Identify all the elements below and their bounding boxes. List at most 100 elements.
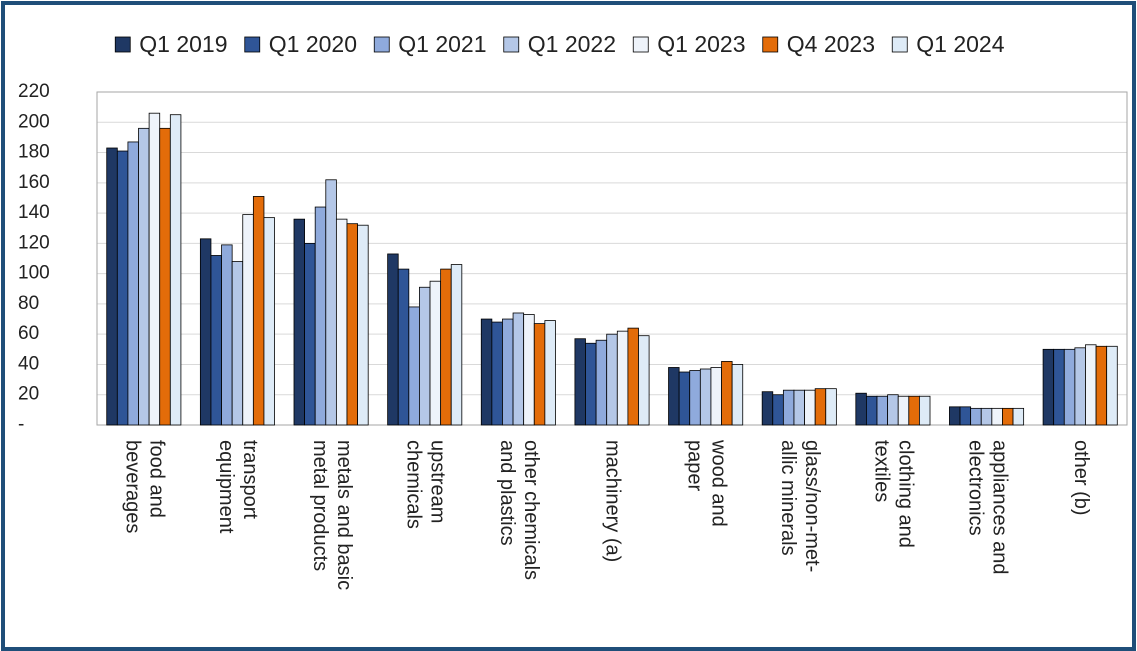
x-tick-label-line: metals and basic (333, 440, 355, 590)
legend-label: Q1 2019 (139, 31, 227, 57)
legend-label: Q1 2020 (269, 31, 357, 57)
bar (772, 394, 784, 426)
y-tick-label: 60 (18, 323, 39, 344)
bar (761, 391, 774, 426)
bar (221, 244, 233, 426)
bar (876, 395, 889, 426)
x-tick-label-line: wood and (707, 439, 729, 527)
bar (1053, 348, 1065, 426)
legend-swatch (373, 36, 390, 53)
legend-swatch (244, 36, 261, 53)
x-tick-label-line: glass/non-met- (801, 440, 823, 572)
bar (252, 196, 265, 426)
x-tick-label-line: allic minerals (777, 440, 799, 556)
y-tick-label: 40 (18, 353, 39, 374)
bar (1012, 407, 1025, 426)
x-tick-label-line: clothing and (895, 440, 917, 548)
y-tick-label: 100 (18, 263, 50, 284)
bar (169, 114, 182, 426)
y-tick-label: 180 (18, 142, 50, 163)
x-tick-label-line: equipment (215, 440, 237, 534)
x-tick-label-line: chemicals (402, 440, 424, 529)
bar (502, 318, 514, 426)
x-tick-label-line: other (b) (1070, 440, 1092, 516)
bar (533, 323, 546, 426)
bar (263, 217, 275, 426)
bar (991, 407, 1003, 426)
bar (855, 392, 867, 426)
bar (314, 206, 327, 426)
bar (512, 312, 525, 426)
y-tick-label: 140 (18, 202, 50, 223)
legend-swatch (891, 36, 908, 53)
x-tick-label-line: beverages (122, 440, 144, 533)
bar (325, 179, 337, 426)
bar (231, 261, 244, 426)
bar (397, 268, 410, 426)
bar (357, 224, 369, 426)
bar (825, 388, 837, 426)
bar (127, 141, 139, 426)
x-tick-label-line: upstream (426, 440, 448, 523)
y-tick-label: - (18, 414, 24, 435)
x-tick-label-line: machinery (a) (602, 440, 624, 562)
bar (595, 339, 608, 426)
bar (440, 268, 452, 426)
bar (678, 371, 691, 426)
bar (782, 389, 795, 426)
legend-swatch (503, 36, 520, 53)
bar (304, 242, 316, 426)
legend-swatch (762, 36, 779, 53)
y-tick-label: 200 (18, 111, 50, 132)
bar (689, 370, 701, 426)
x-tick-label-line: food and (146, 440, 168, 518)
bar (574, 338, 586, 426)
bar (866, 395, 878, 426)
bar (721, 361, 733, 426)
bar (731, 364, 744, 426)
bar (138, 127, 150, 426)
bar (1085, 344, 1097, 426)
legend-swatch (114, 36, 131, 53)
bar (949, 406, 961, 426)
bar (627, 327, 639, 426)
legend-label: Q1 2024 (916, 31, 1004, 57)
bar (335, 218, 348, 426)
x-tick-label-line: and plastics (496, 440, 518, 546)
bar (1106, 345, 1118, 426)
legend-label: Q1 2022 (528, 31, 616, 57)
y-tick-label: 160 (18, 172, 50, 193)
bar (1002, 407, 1014, 426)
bar (1063, 348, 1076, 426)
bar (814, 388, 827, 426)
x-tick-label: glass/non-met-allic minerals (777, 440, 823, 572)
x-tick-label: machinery (a) (602, 440, 624, 562)
bar (908, 395, 920, 426)
bar (970, 407, 982, 426)
bar (606, 333, 618, 426)
x-tick-label-line: electronics (964, 440, 986, 536)
x-tick-label-line: textiles (871, 440, 893, 502)
bar (638, 335, 650, 426)
bar (919, 395, 931, 426)
bar (387, 253, 399, 426)
x-tick-label-line: transport (239, 440, 261, 519)
bar (419, 286, 431, 426)
bar (699, 368, 712, 426)
bar (959, 406, 972, 426)
bar (804, 389, 816, 426)
bar (1074, 347, 1086, 426)
bar (1042, 348, 1055, 426)
y-tick-label: 20 (18, 384, 39, 405)
x-tick-label-line: appliances and (988, 440, 1010, 575)
x-tick-label: other (b) (1070, 440, 1092, 516)
x-tick-label-line: paper (683, 440, 705, 491)
bar (491, 321, 503, 426)
bar (116, 150, 129, 426)
bar (585, 342, 597, 426)
bar (1095, 345, 1108, 426)
